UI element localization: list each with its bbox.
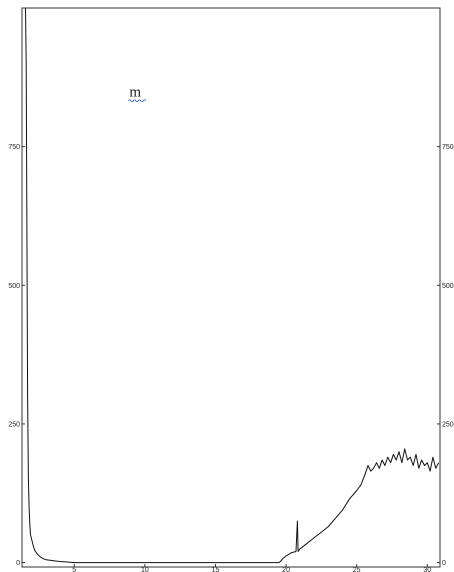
y-axis-right: 0 250 500 750: [437, 144, 454, 567]
y-tick-right-label: 500: [442, 283, 454, 290]
x-tick-label: 15: [212, 567, 220, 572]
y-tick-right-label: 0: [442, 560, 446, 567]
y-tick-right-label: 250: [442, 421, 454, 428]
annotation-group: m: [127, 85, 147, 103]
y-tick-left-label: 500: [8, 283, 20, 290]
y-axis-left: 0 250 500 750: [8, 144, 25, 567]
y-tick-left-label: 750: [8, 144, 20, 151]
x-tick-label: 25: [353, 567, 361, 572]
series-line: [25, 7, 440, 564]
plot-frame: [21, 7, 441, 568]
y-tick-right-label: 750: [442, 144, 454, 151]
annotation-label: m: [129, 85, 141, 101]
x-axis: 5 10 15 20 25 30: [72, 564, 431, 572]
x-tick-label: 5: [72, 567, 76, 572]
annotation-wavy-underline: [127, 99, 147, 103]
series-group: [25, 7, 440, 564]
y-tick-left-label: 0: [16, 560, 20, 567]
x-tick-label: 10: [141, 567, 149, 572]
y-tick-left-label: 250: [8, 421, 20, 428]
x-tick-label: 30: [423, 567, 431, 572]
plot-border: [21, 7, 441, 568]
x-tick-label: 20: [282, 567, 290, 572]
